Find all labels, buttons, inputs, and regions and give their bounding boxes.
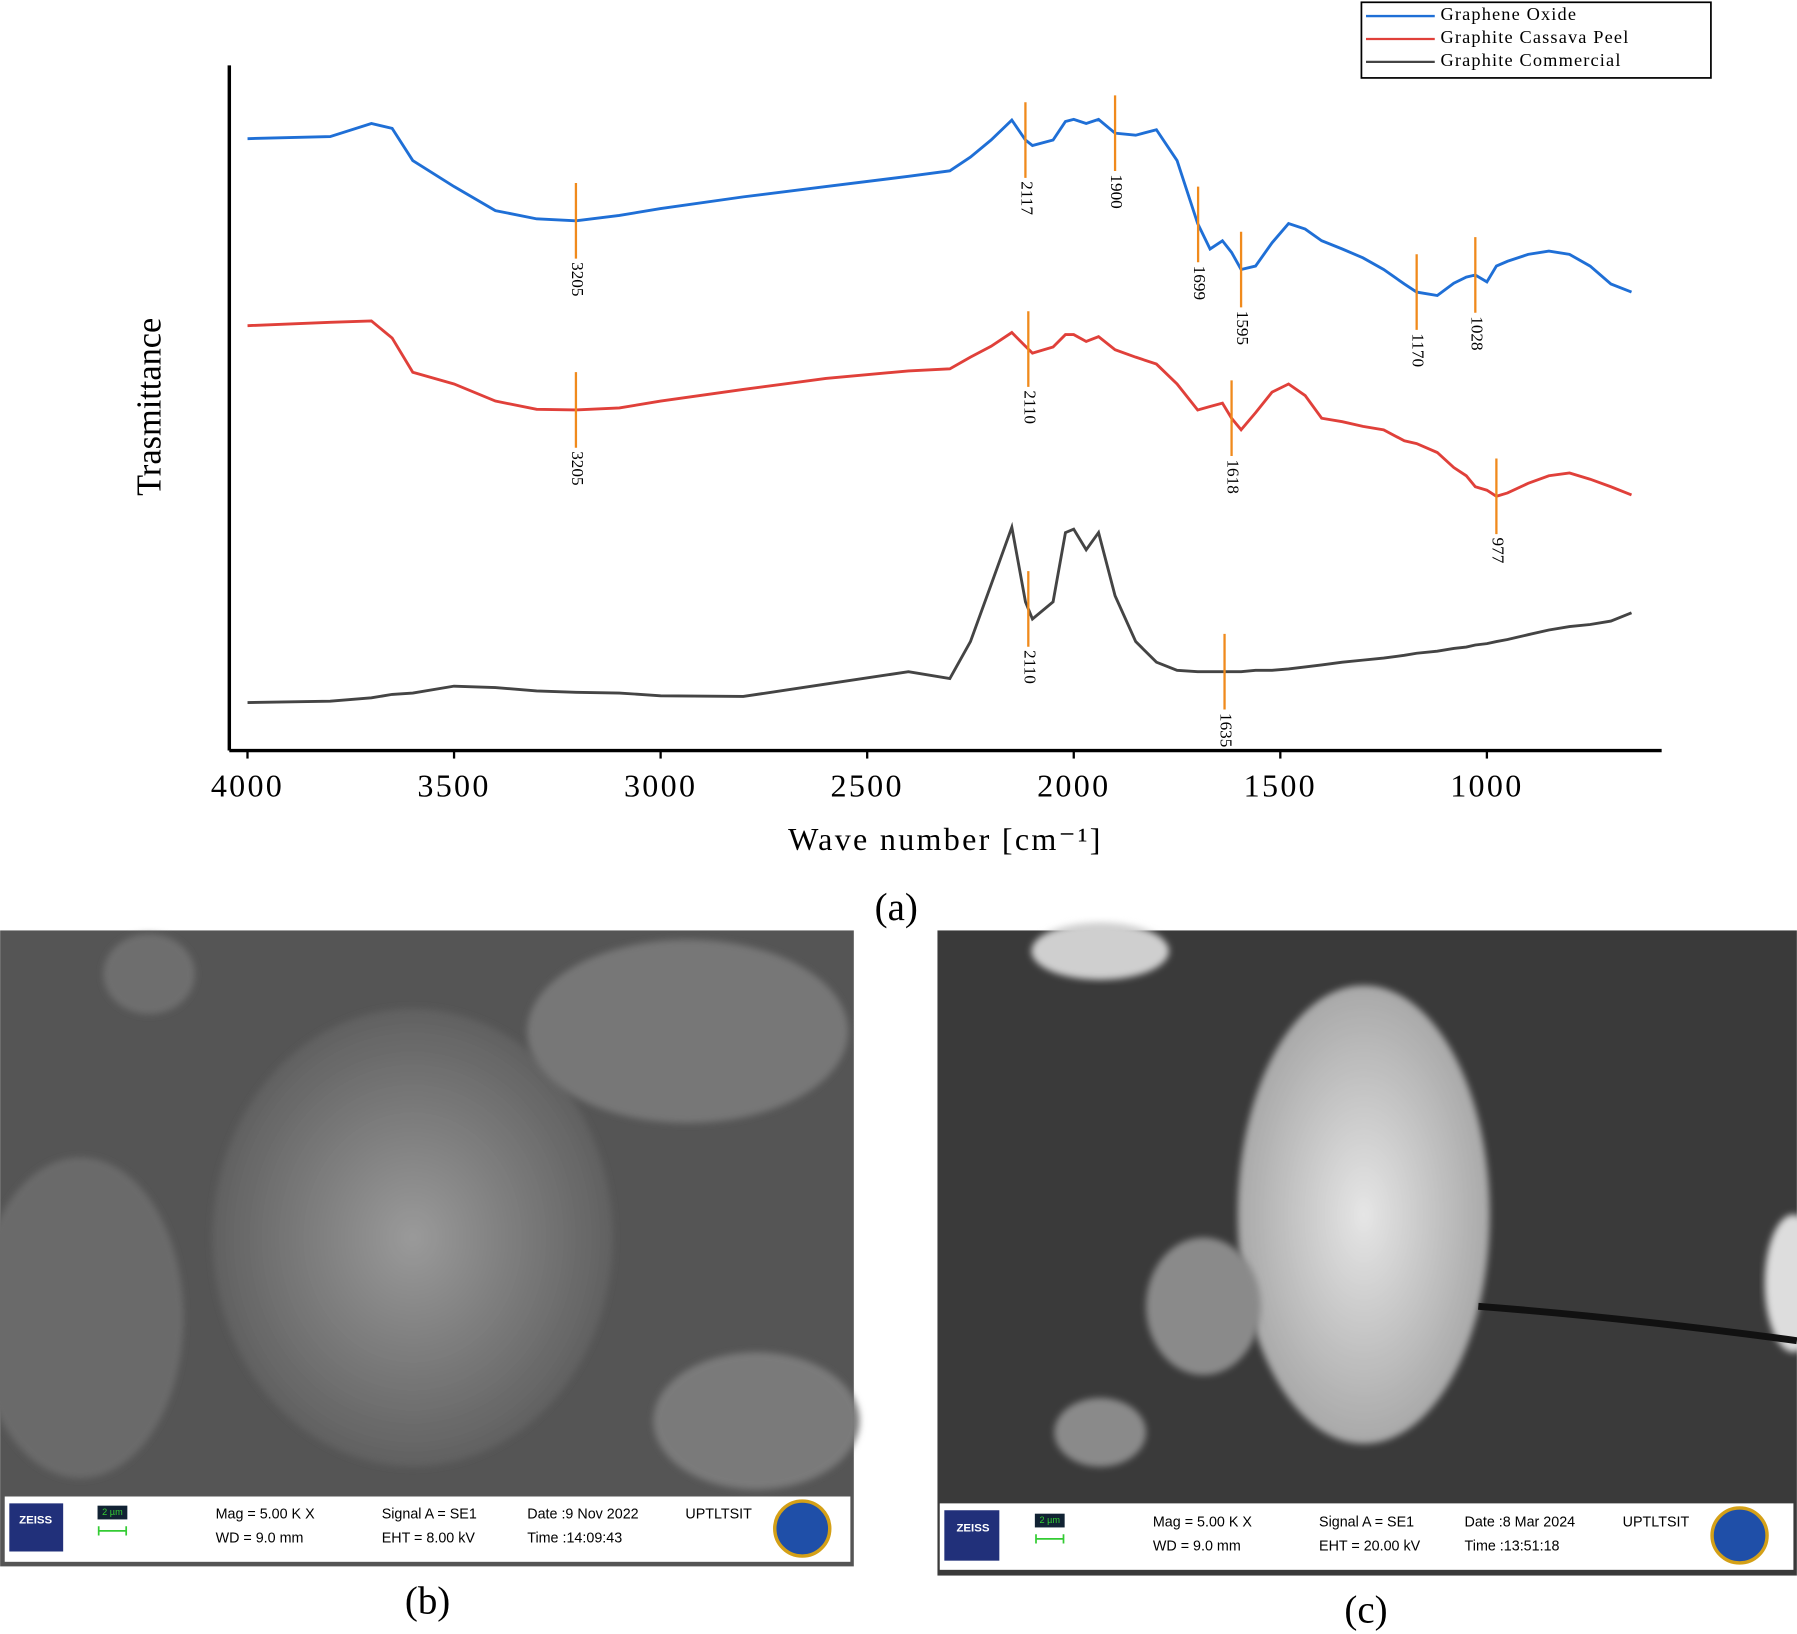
line-series — [247, 521, 1633, 704]
peak-label: 3205 — [568, 451, 587, 485]
info-text: Signal A = SE1 — [1319, 1515, 1414, 1531]
y-axis-title: Trasmittance — [131, 318, 169, 496]
scale-bar-box — [97, 1505, 128, 1520]
legend-label: Graphite Cassava Peel — [1440, 27, 1629, 47]
peak-label: 3205 — [568, 262, 587, 296]
peak-label: 1699 — [1190, 266, 1209, 300]
peak-label: 1900 — [1107, 174, 1126, 208]
info-text: WD = 9.0 mm — [216, 1531, 304, 1547]
x-tick-label: 1500 — [1244, 767, 1317, 803]
x-tick-label: 3000 — [624, 767, 697, 803]
panel-label: (c) — [1344, 1589, 1387, 1632]
x-axis-title: Wave number [cm⁻¹] — [788, 821, 1103, 857]
sem-image — [0, 930, 860, 1567]
peak-label: 1635 — [1217, 713, 1236, 747]
info-text: WD = 9.0 mm — [1153, 1539, 1241, 1555]
info-text: Time :14:09:43 — [527, 1531, 622, 1547]
line-series — [247, 117, 1633, 298]
scale-bar-box — [1034, 1513, 1065, 1528]
legend-label: Graphene Oxide — [1440, 4, 1577, 24]
peak-label: 2110 — [1020, 390, 1039, 424]
peak-label: 2117 — [1017, 181, 1036, 215]
info-text: Signal A = SE1 — [382, 1507, 477, 1523]
info-text: EHT = 20.00 kV — [1319, 1539, 1421, 1555]
peak-label: 1170 — [1409, 333, 1428, 367]
peak-label: 977 — [1488, 538, 1507, 564]
x-tick-label: 1000 — [1450, 767, 1523, 803]
panel-label: (a) — [875, 886, 918, 929]
scale-bar — [97, 1526, 128, 1536]
info-text: 2 µm — [1039, 1515, 1060, 1525]
x-tick-label: 3500 — [417, 767, 490, 803]
info-text: Mag = 5.00 K X — [1153, 1515, 1253, 1531]
peak-label: 1028 — [1467, 316, 1486, 350]
panel-label: (b) — [405, 1579, 450, 1622]
info-text: Mag = 5.00 K X — [216, 1507, 316, 1523]
info-text: UPTLTSIT — [1623, 1515, 1690, 1531]
info-text: ZEISS — [956, 1523, 989, 1535]
info-text: Date :9 Nov 2022 — [527, 1507, 638, 1523]
peak-label: 1595 — [1233, 311, 1252, 345]
x-tick-label: 4000 — [211, 767, 284, 803]
info-text: ZEISS — [19, 1515, 52, 1527]
info-text: Date :8 Mar 2024 — [1465, 1515, 1576, 1531]
sem-image — [937, 922, 1797, 1576]
line-series — [247, 319, 1633, 498]
info-text: Time :13:51:18 — [1465, 1539, 1560, 1555]
x-tick-label: 2500 — [831, 767, 904, 803]
scale-bar — [1035, 1534, 1065, 1544]
info-text: UPTLTSIT — [685, 1507, 752, 1523]
info-text: 2 µm — [102, 1507, 123, 1517]
info-text: EHT = 8.00 kV — [382, 1531, 476, 1547]
peak-label: 1618 — [1224, 459, 1243, 493]
peak-label: 2110 — [1020, 650, 1039, 684]
x-tick-label: 2000 — [1037, 767, 1110, 803]
legend-label: Graphite Commercial — [1440, 50, 1621, 70]
